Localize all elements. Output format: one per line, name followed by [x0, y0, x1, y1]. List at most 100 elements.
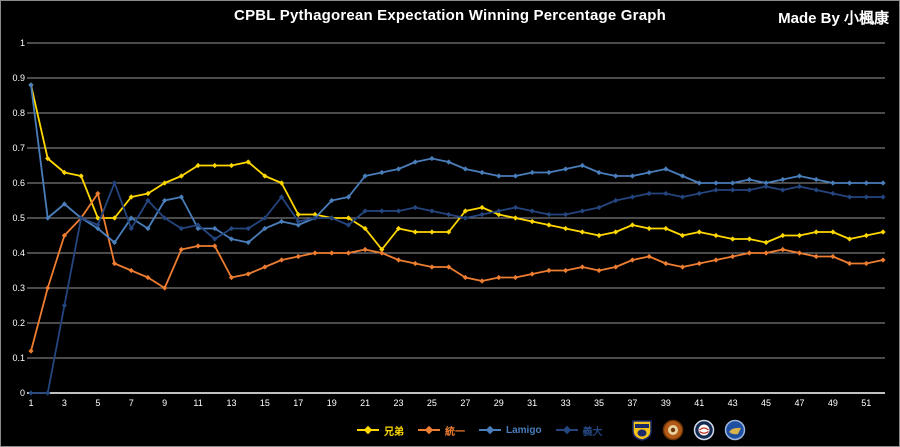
x-tick-label: 33	[561, 398, 571, 408]
marker-eda	[312, 215, 318, 221]
marker-eda	[696, 190, 702, 197]
marker-eda	[462, 215, 468, 221]
marker-brothers	[278, 180, 285, 186]
marker-eda	[28, 390, 34, 396]
marker-lions	[613, 264, 619, 270]
x-tick-label: 7	[129, 398, 134, 408]
marker-eda	[95, 222, 101, 228]
marker-lamigo	[646, 169, 652, 176]
marker-lamigo	[262, 225, 268, 232]
marker-lions	[278, 257, 285, 263]
marker-lions	[880, 257, 886, 263]
chart-legend: 兄弟 統一 Lamigo 義大	[357, 417, 746, 443]
marker-brothers	[562, 225, 569, 232]
marker-brothers	[262, 173, 268, 179]
marker-eda	[412, 204, 418, 211]
marker-lamigo	[446, 159, 452, 165]
marker-brothers	[395, 225, 402, 232]
x-tick-label: 31	[527, 398, 537, 408]
x-tick-label: 15	[260, 398, 270, 408]
marker-lamigo	[412, 159, 418, 165]
marker-lions	[61, 232, 68, 239]
x-tick-label: 45	[761, 398, 771, 408]
marker-brothers	[512, 215, 519, 221]
marker-lamigo	[128, 215, 134, 221]
marker-lions	[145, 274, 151, 281]
marker-brothers	[546, 222, 552, 228]
marker-lamigo	[696, 180, 702, 186]
marker-lamigo	[462, 166, 468, 172]
marker-lamigo	[111, 239, 118, 246]
marker-lamigo	[512, 173, 519, 179]
marker-lions	[579, 264, 585, 270]
marker-brothers	[696, 229, 702, 235]
marker-brothers	[863, 232, 869, 239]
credit-text: Made By 小楓康	[778, 10, 889, 27]
y-tick-label: 0	[20, 388, 25, 398]
marker-brothers	[846, 236, 853, 242]
marker-eda	[61, 302, 68, 309]
x-tick-label: 11	[193, 398, 202, 408]
marker-brothers	[780, 232, 786, 239]
marker-lamigo	[830, 180, 836, 186]
marker-brothers	[429, 229, 435, 235]
marker-eda	[212, 236, 218, 242]
marker-lamigo	[613, 173, 619, 179]
marker-lamigo	[145, 225, 151, 232]
marker-eda	[529, 208, 535, 214]
marker-eda	[362, 208, 368, 214]
marker-brothers	[145, 190, 151, 197]
marker-lamigo	[529, 169, 535, 176]
marker-eda	[111, 180, 118, 186]
marker-lamigo	[178, 194, 184, 200]
marker-eda	[245, 225, 251, 232]
marker-lions	[830, 253, 836, 260]
x-tick-label: 19	[327, 398, 337, 408]
marker-lamigo	[863, 180, 869, 186]
marker-eda	[162, 215, 168, 221]
legend-label-lions: 統一	[445, 426, 465, 438]
marker-brothers	[61, 169, 68, 176]
marker-brothers	[128, 194, 134, 200]
marker-lamigo	[679, 173, 686, 179]
x-tick-label: 29	[494, 398, 504, 408]
marker-lamigo	[429, 155, 435, 162]
marker-lions	[312, 250, 318, 256]
x-tick-label: 3	[62, 398, 67, 408]
x-tick-label: 21	[360, 398, 370, 408]
marker-lamigo	[278, 218, 285, 225]
marker-lamigo	[663, 166, 669, 172]
y-tick-label: 0.2	[12, 318, 25, 328]
marker-lions	[446, 264, 452, 270]
marker-eda	[679, 194, 686, 200]
marker-lamigo	[345, 194, 352, 200]
x-tick-label: 9	[162, 398, 167, 408]
marker-brothers	[178, 173, 184, 179]
marker-lions	[362, 246, 368, 253]
marker-eda	[796, 183, 803, 190]
marker-brothers	[45, 155, 51, 162]
marker-lions	[730, 253, 736, 260]
marker-brothers	[763, 239, 769, 246]
marker-brothers	[78, 173, 84, 179]
series-line-lions	[30, 192, 884, 352]
marker-lamigo	[212, 225, 218, 232]
marker-brothers	[730, 236, 736, 242]
marker-brothers	[813, 229, 819, 235]
marker-lamigo	[395, 166, 402, 172]
marker-brothers	[228, 162, 235, 169]
marker-lions	[863, 260, 869, 267]
marker-eda	[496, 208, 502, 214]
marker-eda	[646, 190, 652, 197]
marker-eda	[295, 218, 301, 225]
marker-lions	[529, 271, 535, 277]
marker-eda	[479, 211, 485, 218]
y-tick-label: 0.5	[12, 213, 25, 223]
series-line-eda	[30, 182, 884, 394]
legend-label-brothers: 兄弟	[384, 426, 404, 438]
marker-eda	[579, 208, 585, 214]
y-tick-label: 0.7	[12, 143, 25, 153]
marker-lions	[629, 257, 636, 263]
marker-brothers	[162, 180, 168, 186]
